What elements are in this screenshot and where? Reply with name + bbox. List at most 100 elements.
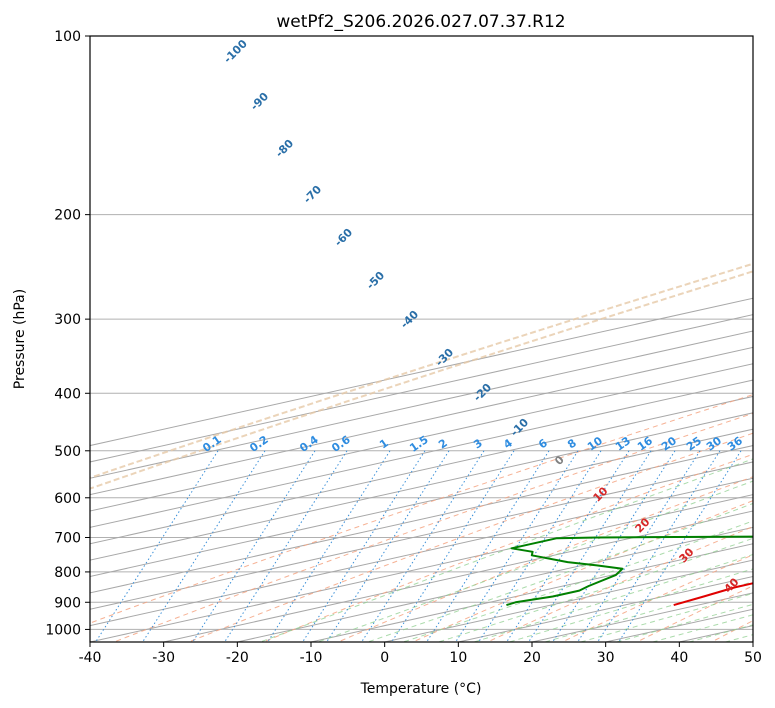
dry-adiabat bbox=[112, 412, 753, 642]
sounding-series bbox=[506, 535, 753, 607]
mixing-ratio-line bbox=[577, 450, 701, 642]
isotherm bbox=[90, 445, 753, 594]
x-tick-label: 0 bbox=[380, 650, 389, 666]
isotherm bbox=[310, 543, 753, 642]
moist-adiabats bbox=[258, 458, 753, 642]
dry-adiabat-label: -100 bbox=[221, 37, 250, 66]
isopleth-labels: 0.1 0.2 0.4 0.6 1 1.5 2 3 4 6 8 10 13 16 20 25 30 36-100-… bbox=[200, 37, 745, 596]
dry-adiabat-label: -30 bbox=[433, 346, 456, 369]
dry-adiabat-label: -80 bbox=[273, 137, 296, 160]
mixing-ratio-label: 0.4 bbox=[297, 433, 321, 455]
dry-adiabat bbox=[486, 526, 753, 642]
dry-adiabats bbox=[90, 262, 753, 642]
y-tick-label: 700 bbox=[54, 531, 81, 547]
moist-adiabat bbox=[543, 581, 753, 642]
x-tick-label: 10 bbox=[449, 650, 467, 666]
mixing-ratio-label: 2 bbox=[436, 436, 450, 451]
mixing-ratio-line bbox=[391, 450, 515, 642]
dry-adiabat bbox=[336, 476, 753, 642]
isotherm bbox=[90, 297, 753, 447]
dry-adiabat bbox=[90, 394, 753, 624]
mixing-ratio-line bbox=[361, 450, 485, 642]
isotherm bbox=[90, 461, 753, 610]
mixing-ratio-line bbox=[552, 450, 676, 642]
isotherm bbox=[90, 494, 753, 642]
dry-adiabat-label: -60 bbox=[332, 226, 355, 249]
dry-adiabat-label: -40 bbox=[398, 308, 421, 331]
y-tick-label: 600 bbox=[54, 491, 81, 507]
y-axis-label: Pressure (hPa) bbox=[12, 289, 28, 389]
x-axis-label: Temperature (°C) bbox=[360, 681, 482, 697]
isotherm bbox=[90, 412, 753, 561]
dry-adiabat-label: -10 bbox=[508, 416, 531, 439]
x-tick-label: -20 bbox=[226, 650, 249, 666]
mixing-ratio-line bbox=[597, 450, 721, 642]
plot-frame bbox=[89, 35, 754, 643]
dry-adiabat-label: -50 bbox=[364, 269, 387, 292]
isotherm bbox=[90, 346, 753, 496]
moist-adiabat bbox=[723, 634, 753, 642]
chart-title: wetPf2_S206.2026.027.07.37.R12 bbox=[276, 12, 565, 32]
moist-adiabat bbox=[507, 568, 753, 642]
dewpoint-profile-line bbox=[506, 535, 753, 607]
mixing-ratio-line bbox=[478, 450, 602, 642]
y-tick-label: 1000 bbox=[45, 622, 81, 638]
dry-adiabat-label: -20 bbox=[471, 381, 494, 404]
dry-adiabat bbox=[710, 620, 753, 642]
isotherm bbox=[90, 428, 753, 578]
dry-adiabat-label: -70 bbox=[301, 183, 324, 206]
mixing-ratio-line bbox=[326, 450, 450, 642]
dry-adiabat-label: 10 bbox=[591, 484, 611, 504]
isotherm bbox=[458, 576, 753, 642]
mixing-ratio-label: 6 bbox=[536, 436, 550, 451]
x-tick-label: 20 bbox=[523, 650, 541, 666]
mixing-ratio-line bbox=[142, 450, 266, 642]
moist-adiabat bbox=[472, 553, 753, 642]
dry-adiabat bbox=[90, 262, 753, 479]
dry-adiabat bbox=[262, 453, 753, 642]
x-tick-label: 40 bbox=[670, 650, 688, 666]
dry-adiabat-label: 0 bbox=[552, 453, 567, 468]
moist-adiabat bbox=[436, 537, 753, 642]
dry-adiabat-label: 20 bbox=[633, 515, 653, 535]
mixing-ratio-line bbox=[302, 450, 426, 642]
mixing-ratio-line bbox=[95, 450, 219, 642]
mixing-ratio-line bbox=[224, 450, 348, 642]
y-tick-label: 800 bbox=[54, 565, 81, 581]
isotherm bbox=[752, 641, 753, 642]
mixing-ratio-label: 3 bbox=[471, 436, 485, 451]
mixing-ratio-line bbox=[506, 450, 630, 642]
y-tick-label: 400 bbox=[54, 386, 81, 402]
isotherm bbox=[90, 395, 753, 545]
mixing-ratio-lines bbox=[95, 450, 742, 642]
mixing-ratio-label: 1 bbox=[377, 436, 391, 451]
y-tick-label: 300 bbox=[54, 312, 81, 328]
mixing-ratio-line bbox=[455, 450, 579, 642]
mixing-ratio-label: 8 bbox=[565, 436, 579, 451]
x-tick-label: -40 bbox=[79, 650, 102, 666]
mixing-ratio-line bbox=[618, 450, 742, 642]
moist-adiabat bbox=[578, 592, 753, 642]
isotherm bbox=[90, 330, 753, 479]
skewed-isotherms bbox=[90, 297, 753, 642]
dry-adiabat-label: -90 bbox=[248, 90, 271, 113]
dry-adiabat bbox=[90, 270, 753, 490]
x-tick-label: 50 bbox=[744, 650, 762, 666]
dry-adiabat bbox=[411, 500, 753, 642]
mixing-ratio-line bbox=[267, 450, 391, 642]
mixing-ratio-line bbox=[426, 450, 550, 642]
mixing-ratio-line bbox=[528, 450, 652, 642]
moist-adiabat bbox=[316, 480, 753, 642]
x-tick-label: -30 bbox=[152, 650, 175, 666]
x-tick-label: 30 bbox=[597, 650, 615, 666]
y-tick-label: 900 bbox=[54, 595, 81, 611]
x-tick-label: -10 bbox=[300, 650, 323, 666]
moist-adiabat bbox=[366, 502, 753, 642]
moist-adiabat bbox=[258, 458, 753, 642]
isotherm bbox=[237, 526, 753, 642]
dry-adiabat bbox=[561, 554, 753, 642]
isotherm bbox=[90, 314, 753, 463]
isotherm bbox=[90, 379, 753, 528]
mixing-ratio-line bbox=[192, 450, 316, 642]
